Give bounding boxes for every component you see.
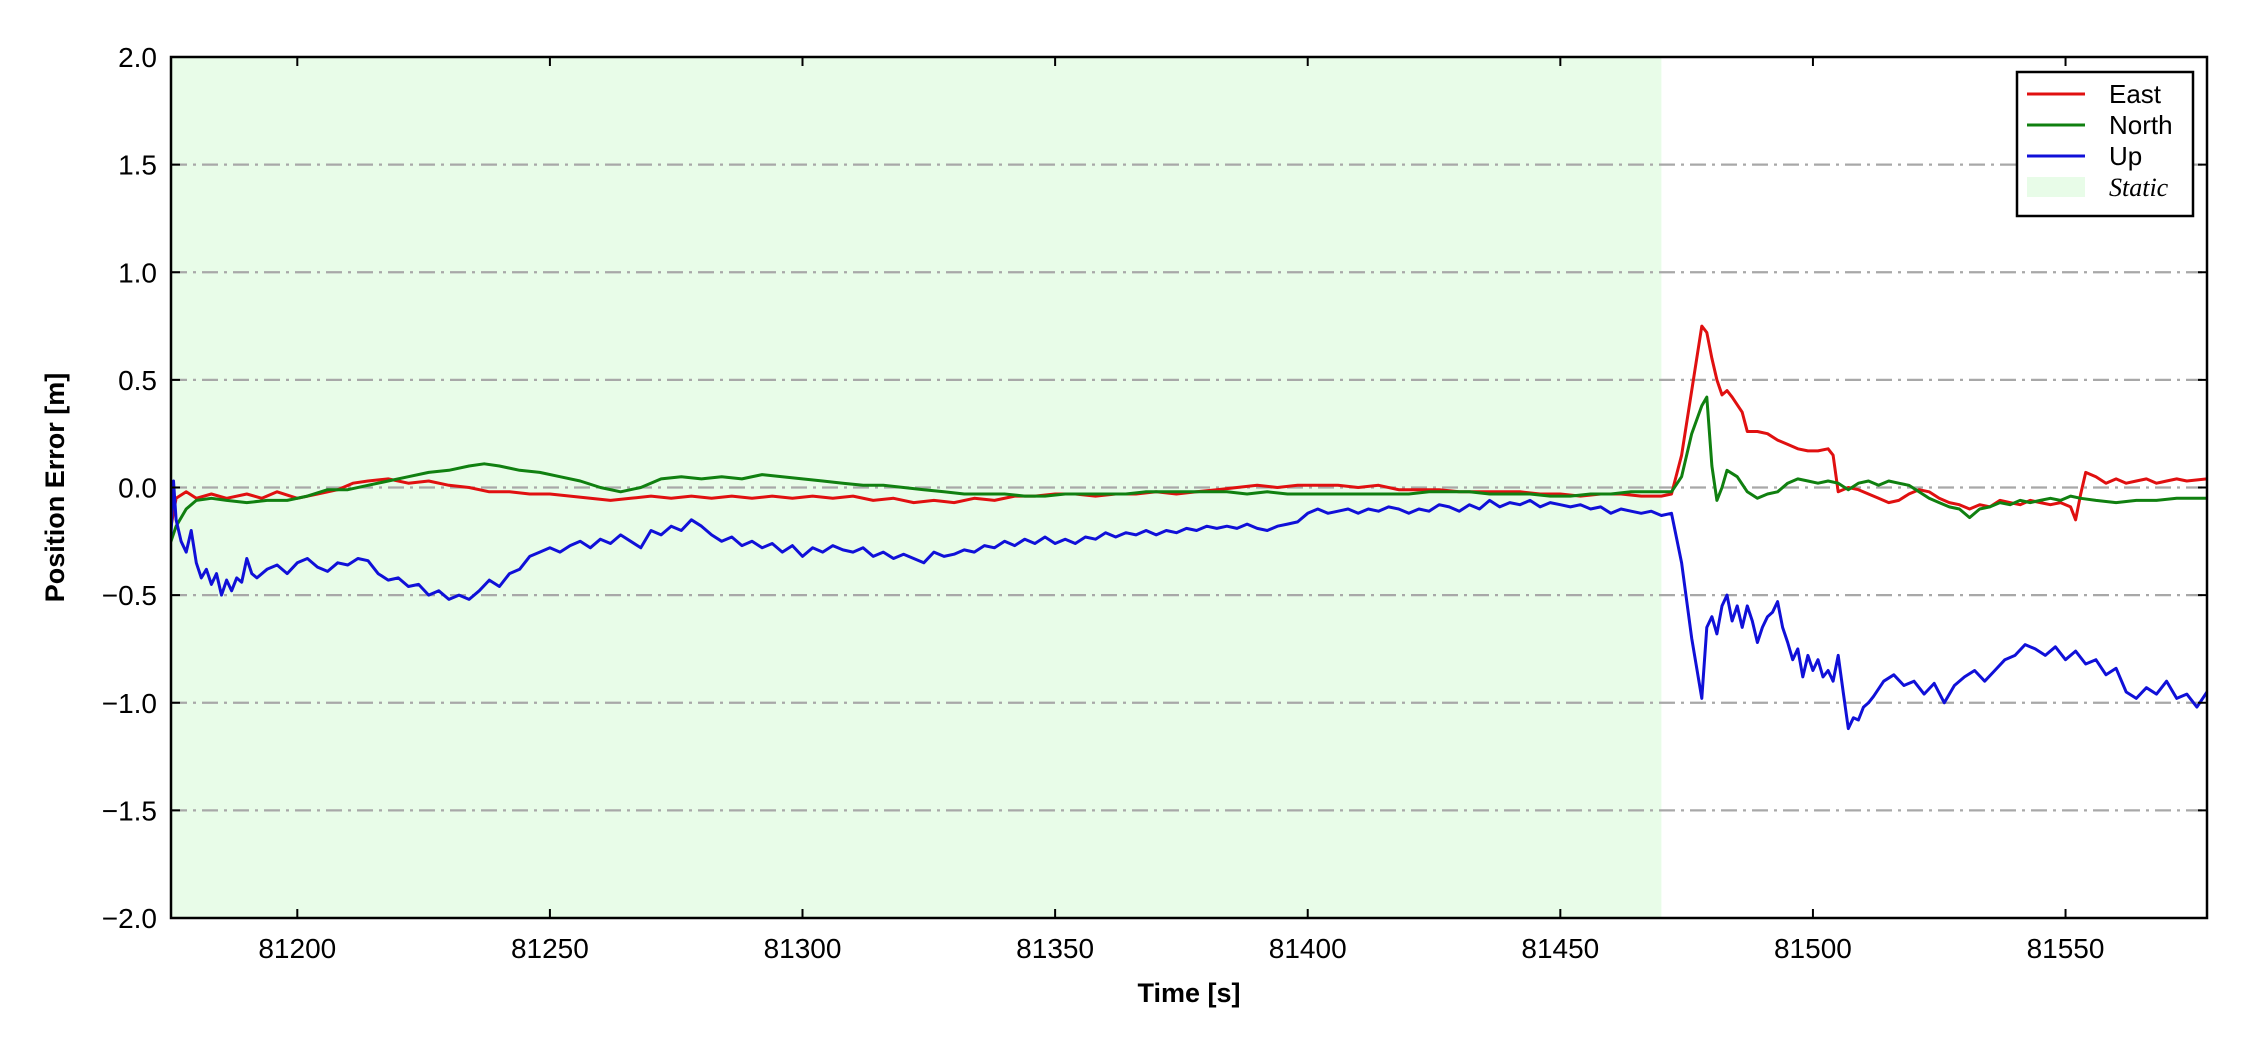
y-tick-label: −1.0	[102, 688, 157, 719]
y-axis: −2.0 −1.5 −1.0 −0.5 0.0 0.5 1.0 1.5 2.0	[102, 42, 2207, 934]
x-tick-label: 81300	[764, 933, 842, 964]
y-tick-label: 0.5	[118, 365, 157, 396]
x-tick-label: 81250	[511, 933, 589, 964]
y-tick-label: 0.0	[118, 473, 157, 504]
x-tick-label: 81450	[1521, 933, 1599, 964]
series-line-up	[171, 479, 2207, 731]
y-axis-title: Position Error [m]	[40, 373, 70, 603]
x-tick-label: 81200	[258, 933, 336, 964]
legend-label-static: Static	[2109, 173, 2169, 202]
x-tick-label: 81350	[1016, 933, 1094, 964]
series-line-north	[171, 395, 2207, 543]
x-tick-label: 81400	[1269, 933, 1347, 964]
y-tick-label: 2.0	[118, 42, 157, 73]
legend-label-north: North	[2109, 110, 2173, 140]
y-tick-label: −1.5	[102, 795, 157, 826]
x-tick-label: 81550	[2027, 933, 2105, 964]
legend-label-east: East	[2109, 79, 2162, 109]
x-axis-title: Time [s]	[1137, 978, 1240, 1008]
x-axis: 81200 81250 81300 81350 81400 81450 81500 81550	[258, 57, 2104, 964]
y-tick-label: −2.0	[102, 903, 157, 934]
series-lines	[171, 324, 2207, 731]
x-tick-label: 81500	[1774, 933, 1852, 964]
legend-swatch-static	[2027, 177, 2085, 197]
y-tick-label: −0.5	[102, 580, 157, 611]
legend-label-up: Up	[2109, 141, 2142, 171]
y-tick-label: 1.0	[118, 257, 157, 288]
y-tick-label: 1.5	[118, 150, 157, 181]
